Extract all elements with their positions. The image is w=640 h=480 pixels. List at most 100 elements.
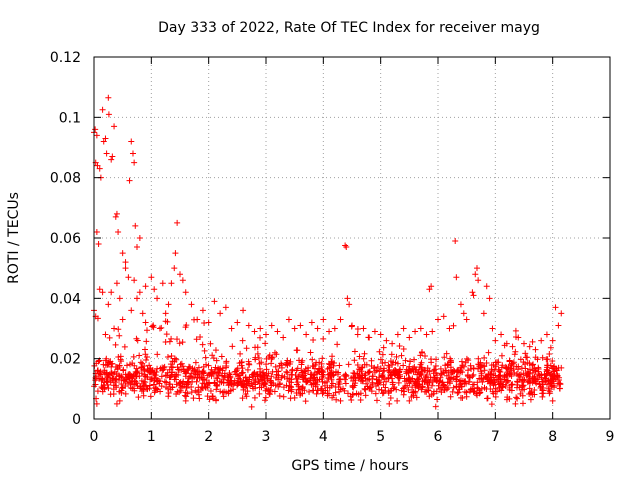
y-tick-label: 0.12 bbox=[50, 50, 81, 66]
data-point bbox=[522, 365, 529, 372]
data-point bbox=[99, 384, 106, 391]
data-point bbox=[508, 367, 515, 374]
data-point bbox=[167, 361, 174, 368]
data-point bbox=[147, 393, 154, 400]
data-point bbox=[443, 386, 450, 393]
data-point bbox=[99, 106, 106, 113]
data-point bbox=[479, 379, 486, 386]
data-point bbox=[125, 274, 132, 281]
data-point bbox=[449, 388, 456, 395]
data-point bbox=[543, 356, 550, 363]
data-point bbox=[431, 366, 438, 373]
data-point bbox=[503, 340, 510, 347]
data-point bbox=[257, 368, 264, 375]
data-point bbox=[344, 295, 351, 302]
data-point bbox=[182, 289, 189, 296]
data-point bbox=[529, 338, 536, 345]
data-point bbox=[219, 389, 226, 396]
data-point bbox=[233, 371, 240, 378]
data-point bbox=[113, 370, 120, 377]
data-point bbox=[396, 368, 403, 375]
data-point bbox=[177, 361, 184, 368]
data-point bbox=[445, 369, 452, 376]
data-point bbox=[526, 343, 533, 350]
x-tick-label: 6 bbox=[434, 429, 443, 445]
data-point bbox=[400, 325, 407, 332]
data-point bbox=[275, 368, 282, 375]
data-point bbox=[122, 390, 129, 397]
data-point bbox=[245, 322, 252, 329]
data-point bbox=[161, 378, 168, 385]
data-point bbox=[500, 381, 507, 388]
data-point bbox=[246, 382, 253, 389]
data-point bbox=[369, 373, 376, 380]
data-point bbox=[280, 334, 287, 341]
data-point bbox=[108, 289, 115, 296]
data-point bbox=[306, 388, 313, 395]
data-point bbox=[177, 380, 184, 387]
data-point bbox=[446, 325, 453, 332]
data-point bbox=[150, 381, 157, 388]
data-point bbox=[422, 353, 429, 360]
data-point bbox=[280, 393, 287, 400]
data-point bbox=[486, 295, 493, 302]
data-point bbox=[188, 301, 195, 308]
data-point bbox=[534, 376, 541, 383]
data-point bbox=[359, 372, 366, 379]
data-point bbox=[327, 361, 334, 368]
data-point bbox=[258, 374, 265, 381]
data-point bbox=[168, 280, 175, 287]
data-point bbox=[291, 325, 298, 332]
data-point bbox=[230, 380, 237, 387]
data-point bbox=[135, 394, 142, 401]
data-point bbox=[343, 244, 350, 251]
data-point bbox=[116, 373, 123, 380]
data-point bbox=[337, 397, 344, 404]
data-point bbox=[133, 369, 140, 376]
data-point bbox=[530, 361, 537, 368]
data-point bbox=[530, 375, 537, 382]
data-point bbox=[417, 325, 424, 332]
data-point bbox=[383, 337, 390, 344]
data-point bbox=[398, 387, 405, 394]
data-point bbox=[538, 337, 545, 344]
data-point bbox=[239, 395, 246, 402]
data-point bbox=[109, 153, 116, 160]
data-point bbox=[457, 301, 464, 308]
data-point bbox=[470, 292, 477, 299]
data-point bbox=[263, 331, 269, 338]
data-point bbox=[325, 375, 332, 382]
data-point bbox=[119, 250, 126, 257]
data-point bbox=[102, 370, 109, 377]
data-point bbox=[96, 286, 103, 293]
data-point bbox=[519, 400, 526, 407]
data-point bbox=[353, 390, 360, 397]
data-point bbox=[362, 386, 369, 393]
data-point bbox=[465, 357, 472, 364]
data-point bbox=[119, 316, 126, 323]
data-point bbox=[498, 352, 505, 359]
data-point bbox=[555, 322, 562, 329]
data-point bbox=[315, 368, 322, 375]
data-point bbox=[374, 380, 381, 387]
data-point bbox=[475, 277, 482, 284]
data-point bbox=[509, 381, 516, 388]
data-point bbox=[144, 365, 151, 372]
data-point bbox=[156, 325, 163, 332]
data-point bbox=[162, 372, 169, 379]
data-point bbox=[200, 369, 207, 376]
y-axis-title: ROTI / TECUs bbox=[6, 192, 22, 284]
data-point bbox=[378, 387, 385, 394]
data-point bbox=[116, 332, 123, 339]
data-point bbox=[235, 375, 242, 382]
data-point bbox=[105, 385, 112, 392]
data-point bbox=[176, 340, 183, 347]
data-point bbox=[204, 372, 211, 379]
data-point bbox=[513, 394, 520, 401]
data-point bbox=[188, 389, 195, 396]
x-tick-label: 2 bbox=[204, 429, 213, 445]
data-point bbox=[395, 379, 402, 386]
data-point bbox=[156, 378, 163, 385]
data-point bbox=[192, 359, 199, 366]
